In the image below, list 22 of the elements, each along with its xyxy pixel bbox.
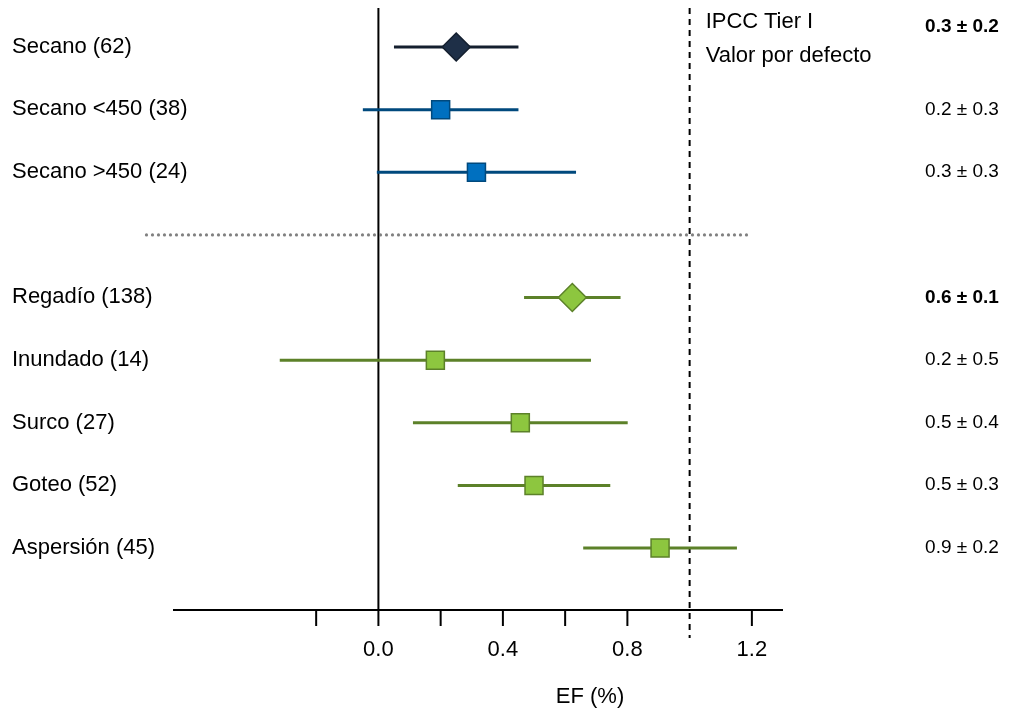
y-tick-label: Secano (62)	[12, 32, 132, 58]
ref-line-label: IPCC Tier I Valor por defecto	[705, 7, 872, 67]
text: 0.3 ± 0.3	[925, 160, 999, 182]
text: 0.3 ± 0.2	[925, 15, 999, 37]
text: 0.5 ± 0.4	[925, 410, 1000, 432]
text: 0.2 ± 0.5	[925, 348, 999, 370]
x-tick-label: 0.8	[612, 635, 643, 661]
y-tick-label: Aspersión (45)	[12, 533, 156, 559]
text: 0.2 ± 0.3	[925, 97, 999, 119]
y-tick-label: Goteo (52)	[12, 471, 118, 497]
x-tick-label: 1.2	[736, 635, 768, 661]
y-tick-label: Inundado (14)	[12, 345, 149, 371]
text: 0.9 ± 0.2	[925, 536, 999, 558]
y-tick-label: Surco (27)	[12, 408, 115, 434]
text: 0.5 ± 0.3	[925, 473, 999, 495]
x-tick-label: 0.0	[363, 635, 394, 661]
text: 0.6 ± 0.1	[925, 285, 1000, 307]
x-tick-label: 0.4	[487, 635, 519, 661]
y-tick-label: Secano <450 (38)	[12, 95, 188, 121]
y-tick-label: Secano >450 (24)	[12, 158, 188, 184]
y-tick-label: Regadío (138)	[12, 283, 153, 309]
x-axis-title: EF (%)	[555, 682, 625, 708]
